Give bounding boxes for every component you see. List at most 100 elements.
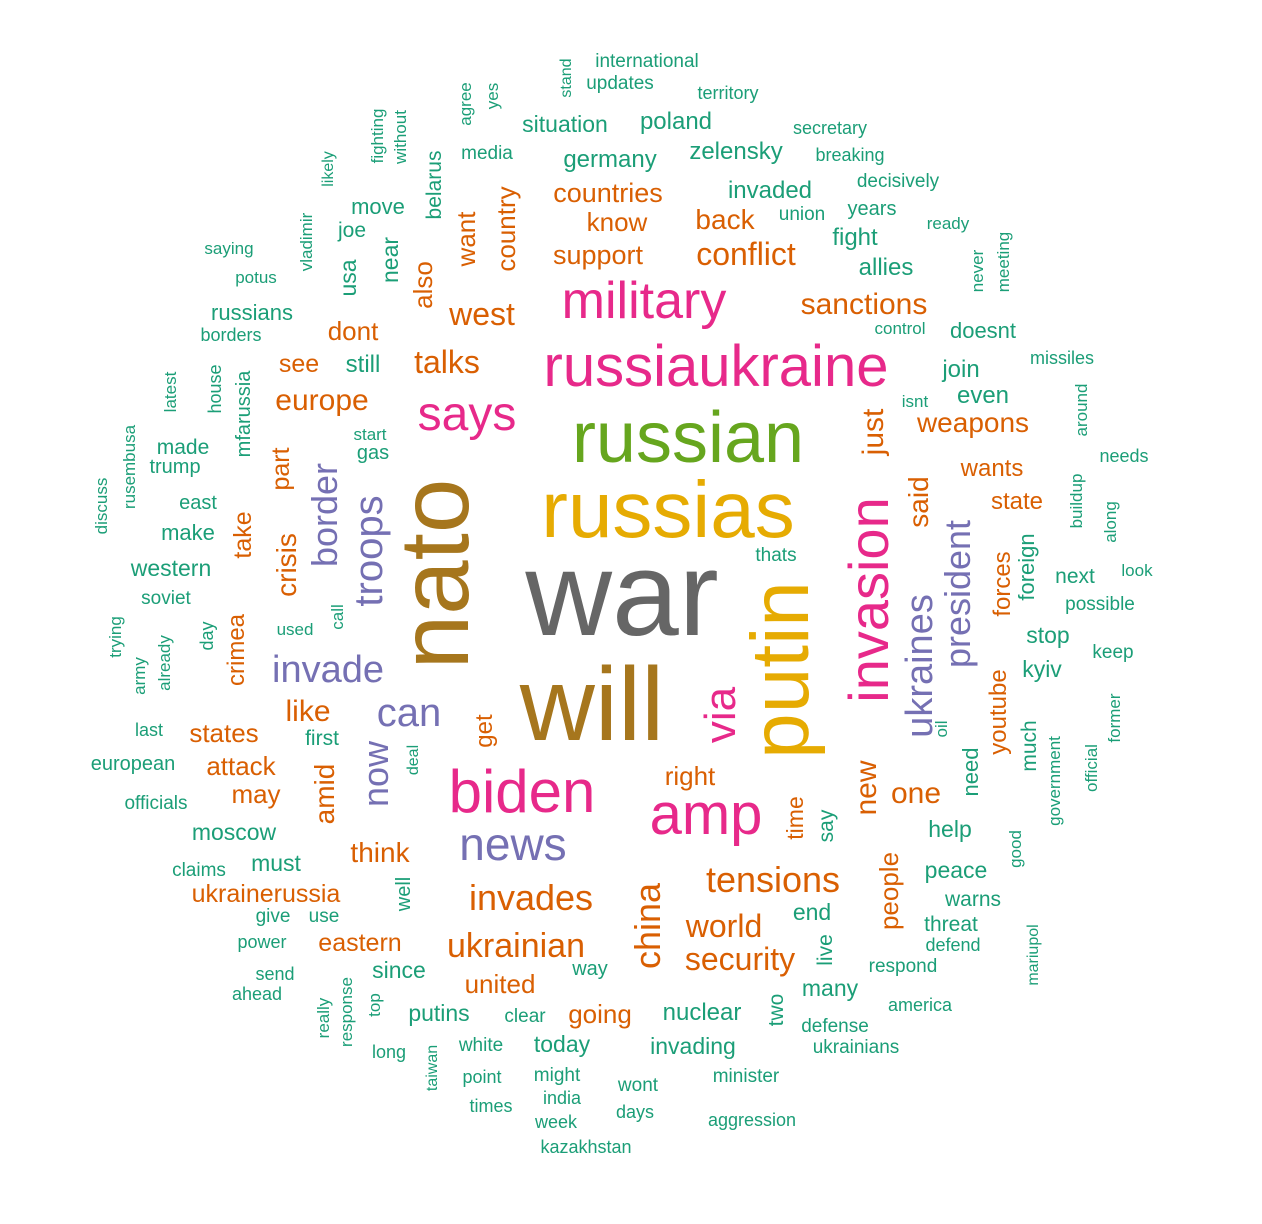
word-missiles: missiles xyxy=(1030,348,1094,368)
word-border: border xyxy=(304,463,345,567)
word-weapons: weapons xyxy=(916,407,1029,438)
word-along: along xyxy=(1101,501,1120,543)
word-situation: situation xyxy=(522,111,608,137)
word-just: just xyxy=(857,408,890,456)
word-state: state xyxy=(991,488,1043,515)
word-territory: territory xyxy=(697,83,758,103)
word-dont: dont xyxy=(328,316,379,346)
word-allies: allies xyxy=(859,254,914,281)
word-government: government xyxy=(1045,736,1064,826)
word-long: long xyxy=(372,1042,406,1062)
word-ukraines: ukraines xyxy=(899,594,941,738)
word-eastern: eastern xyxy=(318,929,401,957)
word-officials: officials xyxy=(124,793,187,814)
word-russian: russian xyxy=(572,398,804,478)
word-nuclear: nuclear xyxy=(663,999,742,1026)
word-soviet: soviet xyxy=(141,588,191,609)
word-control: control xyxy=(874,319,925,338)
word-much: much xyxy=(1018,720,1041,771)
word-potus: potus xyxy=(235,268,277,287)
word-going: going xyxy=(568,999,632,1029)
word-power: power xyxy=(237,932,286,952)
word-decisively: decisively xyxy=(857,171,940,192)
word-people: people xyxy=(874,852,904,930)
word-really: really xyxy=(314,997,333,1038)
word-house: house xyxy=(205,364,225,413)
word-even: even xyxy=(957,382,1009,409)
word-india: india xyxy=(543,1088,582,1108)
word-germany: germany xyxy=(563,146,656,173)
word-since: since xyxy=(372,957,426,983)
word-president: president xyxy=(937,520,978,668)
word-time: time xyxy=(782,796,808,839)
word-tensions: tensions xyxy=(706,859,840,900)
word-aggression: aggression xyxy=(708,1110,796,1130)
word-will: will xyxy=(519,647,664,763)
word-invading: invading xyxy=(650,1033,736,1059)
word-move: move xyxy=(351,194,405,219)
word-next: next xyxy=(1055,565,1095,588)
word-former: former xyxy=(1105,693,1124,742)
word-warns: warns xyxy=(944,888,1001,911)
word-send: send xyxy=(255,964,294,984)
word-ukrainians: ukrainians xyxy=(813,1037,900,1058)
word-never: never xyxy=(968,249,987,292)
word-states: states xyxy=(189,718,258,748)
word-oil: oil xyxy=(932,720,951,737)
word-kyiv: kyiv xyxy=(1022,656,1062,682)
word-response: response xyxy=(337,977,356,1047)
word-want: want xyxy=(451,211,481,268)
word-used: used xyxy=(277,620,314,639)
word-agree: agree xyxy=(456,82,475,125)
word-way: way xyxy=(571,958,608,980)
word-also: also xyxy=(408,261,438,309)
word-must: must xyxy=(251,850,301,876)
word-mfarussia: mfarussia xyxy=(233,370,255,458)
word-army: army xyxy=(130,657,149,695)
word-fighting: fighting xyxy=(368,109,387,164)
word-end: end xyxy=(793,899,831,925)
word-russiaukraine: russiaukraine xyxy=(544,334,889,399)
word-get: get xyxy=(471,714,498,748)
word-latest: latest xyxy=(161,371,180,412)
word-fight: fight xyxy=(832,224,878,251)
word-mariupol: mariupol xyxy=(1025,924,1042,985)
word-ukrainerussia: ukrainerussia xyxy=(192,880,341,908)
word-meeting: meeting xyxy=(994,232,1013,292)
word-east: east xyxy=(179,492,217,514)
word-good: good xyxy=(1006,830,1025,868)
word-well: well xyxy=(393,877,415,912)
word-near: near xyxy=(377,237,403,283)
word-today: today xyxy=(534,1031,591,1057)
word-crisis: crisis xyxy=(271,533,302,597)
word-sanctions: sanctions xyxy=(801,288,928,321)
word-use: use xyxy=(309,906,340,927)
word-can: can xyxy=(377,691,442,735)
word-respond: respond xyxy=(869,956,938,977)
word-says: says xyxy=(418,388,517,441)
word-deal: deal xyxy=(405,745,422,775)
word-amp: amp xyxy=(650,782,763,847)
word-give: give xyxy=(256,906,291,927)
word-day: day xyxy=(197,621,217,650)
word-wants: wants xyxy=(960,455,1024,482)
word-ready: ready xyxy=(927,214,970,233)
word-keep: keep xyxy=(1092,642,1133,663)
word-possible: possible xyxy=(1065,594,1135,615)
word-start: start xyxy=(353,425,386,444)
word-said: said xyxy=(903,476,934,527)
word-kazakhstan: kazakhstan xyxy=(540,1137,631,1157)
word-news: news xyxy=(459,818,566,870)
word-china: china xyxy=(627,882,668,969)
word-might: might xyxy=(534,1065,581,1086)
word-attack: attack xyxy=(206,751,276,781)
word-support: support xyxy=(553,240,644,270)
word-already: already xyxy=(155,635,174,691)
word-taiwan: taiwan xyxy=(424,1045,441,1091)
word-zelensky: zelensky xyxy=(689,138,782,165)
word-united: united xyxy=(465,969,536,999)
word-know: know xyxy=(587,207,648,237)
word-take: take xyxy=(229,511,257,558)
word-russians: russians xyxy=(211,300,293,325)
word-threat: threat xyxy=(924,913,978,936)
